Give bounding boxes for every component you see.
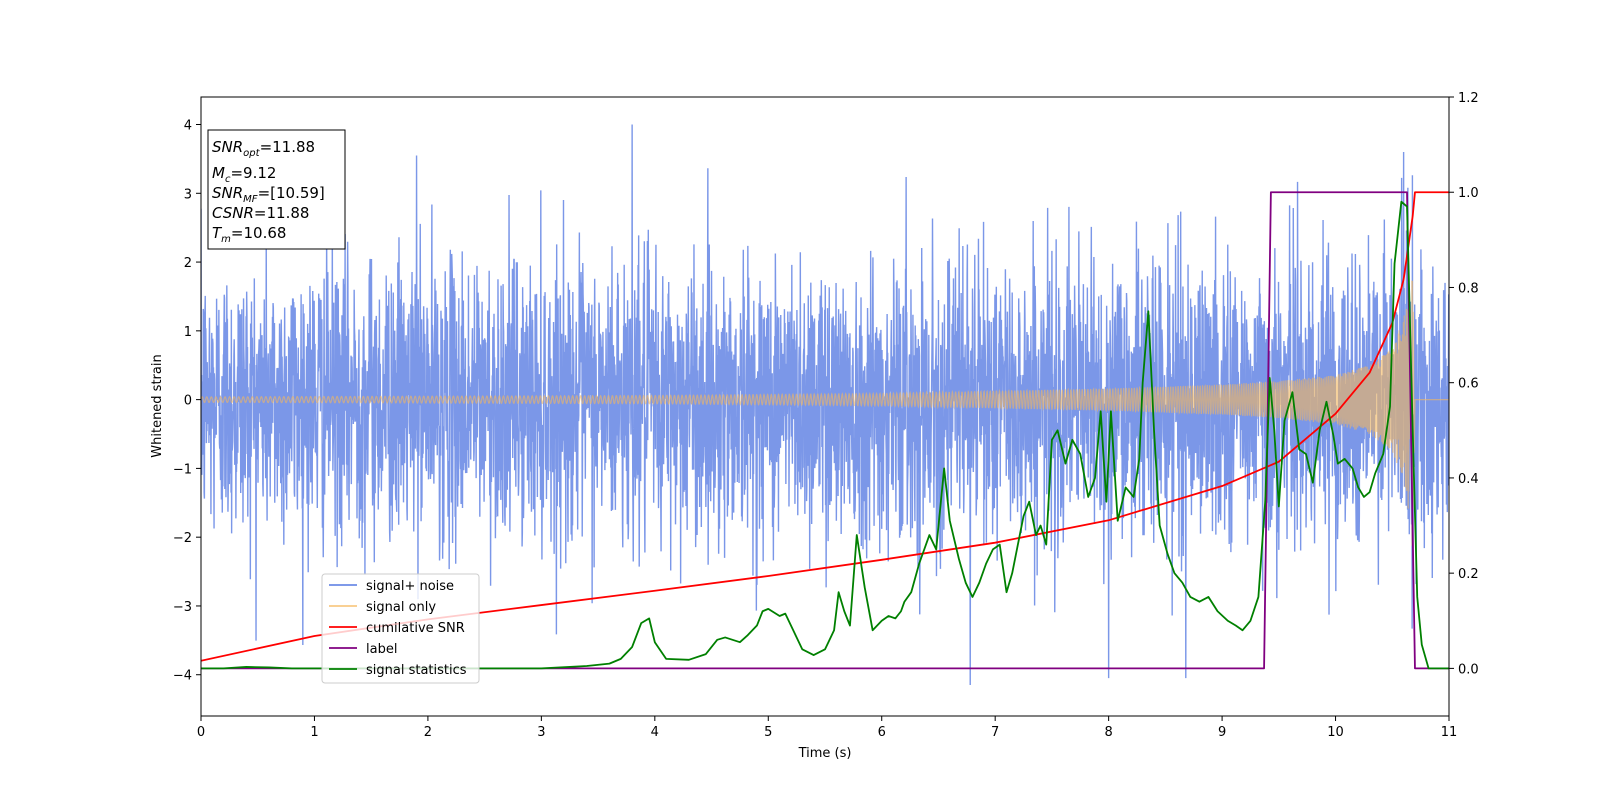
series-signal-statistics-line xyxy=(201,200,1449,670)
legend-entry-cumilative-snr: cumilative SNR xyxy=(329,621,465,636)
annotation-csnr: CSNR=11.88 xyxy=(212,204,309,222)
x-tick-label-10: 10 xyxy=(1327,725,1344,740)
x-tick-label-5: 5 xyxy=(764,725,772,740)
annotation-box: SNRopt=11.88 Mc=9.12 SNRMF=[10.59] CSNR=… xyxy=(207,129,346,250)
x-tick-label-1: 1 xyxy=(310,725,318,740)
x-tick-label-2: 2 xyxy=(424,725,432,740)
legend-label-label: label xyxy=(366,642,397,657)
legend: signal+ noise signal only cumilative SNR… xyxy=(321,573,480,684)
y-tick-label-5: 1 xyxy=(184,325,192,340)
plot-frame xyxy=(200,96,1450,717)
series-signal-only-line xyxy=(201,280,1449,546)
series-layer xyxy=(201,124,1449,686)
y2-tick-label-1: 0.2 xyxy=(1458,567,1479,582)
legend-label-signal-noise: signal+ noise xyxy=(366,579,454,594)
x-tick-label-7: 7 xyxy=(991,725,999,740)
annotation-frame xyxy=(207,129,346,250)
x-tick-label-8: 8 xyxy=(1104,725,1112,740)
y2-tick-label-2: 0.4 xyxy=(1458,472,1479,487)
y2-tick-label-5: 1.0 xyxy=(1458,186,1479,201)
annotation-chirp-mass: Mc=9.12 xyxy=(212,164,276,185)
legend-entry-signal-statistics: signal statistics xyxy=(329,663,467,678)
annotation-snr-mf: SNRMF=[10.59] xyxy=(212,184,325,205)
legend-entry-label: label xyxy=(329,642,397,657)
legend-label-cumilative-snr: cumilative SNR xyxy=(366,621,465,636)
legend-frame xyxy=(321,573,480,684)
y2-tick-label-0: 0.0 xyxy=(1458,662,1479,677)
y-axis-label: Whitened strain xyxy=(150,354,165,457)
y-tick-label-1: −3 xyxy=(173,600,192,615)
x-tick-label-0: 0 xyxy=(197,725,205,740)
x-tick-label-3: 3 xyxy=(537,725,545,740)
annotation-merger-time: Tm=10.68 xyxy=(212,224,286,245)
y-tick-label-8: 4 xyxy=(184,119,192,134)
y2-tick-label-6: 1.2 xyxy=(1458,91,1479,106)
x-axis-label: Time (s) xyxy=(798,746,852,761)
x-tick-label-11: 11 xyxy=(1441,725,1458,740)
legend-label-signal-only: signal only xyxy=(366,600,436,615)
series-label-line xyxy=(201,191,1449,670)
y-tick-label-3: −1 xyxy=(173,462,192,477)
legend-entry-signal-noise: signal+ noise xyxy=(329,579,454,594)
y2-tick-label-3: 0.6 xyxy=(1458,377,1479,392)
legend-entry-signal-only: signal only xyxy=(329,600,436,615)
axes-layer: 0 1 2 3 4 5 6 7 8 9 10 11 −4 −3 −2 −1 0 1 2 3 4 0.0 0.2 0.4 0.6 0… xyxy=(173,91,1479,740)
x-tick-label-6: 6 xyxy=(878,725,886,740)
annotation-snr-opt: SNRopt=11.88 xyxy=(212,138,315,159)
series-cumilative-snr-line xyxy=(201,191,1449,662)
y-tick-label-0: −4 xyxy=(173,669,192,684)
legend-label-signal-statistics: signal statistics xyxy=(366,663,467,678)
y-tick-label-2: −2 xyxy=(173,531,192,546)
x-tick-label-4: 4 xyxy=(651,725,659,740)
x-tick-label-9: 9 xyxy=(1218,725,1226,740)
y2-tick-label-4: 0.8 xyxy=(1458,281,1479,296)
y-tick-label-6: 2 xyxy=(184,256,192,271)
y-tick-label-7: 3 xyxy=(184,187,192,202)
y-tick-label-4: 0 xyxy=(184,394,192,409)
